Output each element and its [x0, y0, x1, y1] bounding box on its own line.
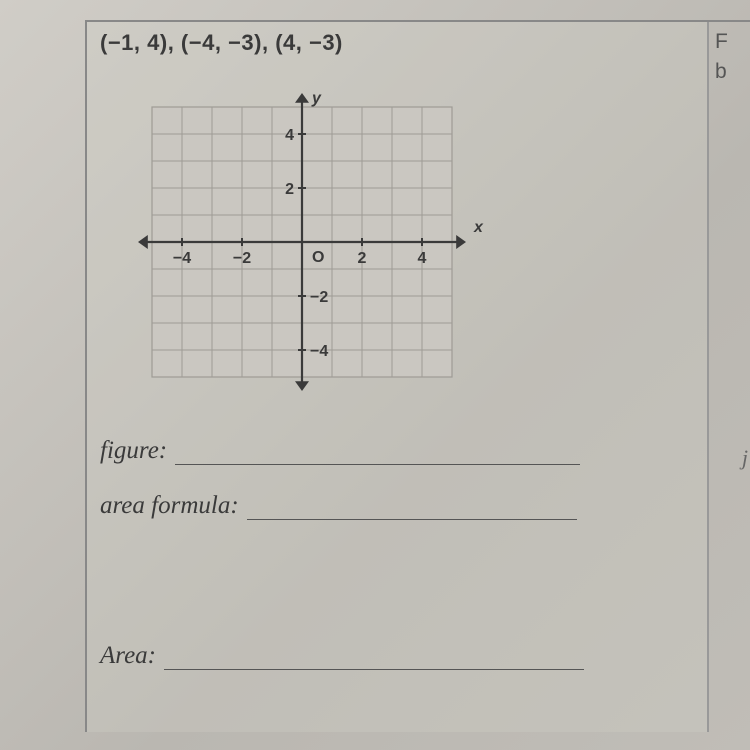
worksheet-page: (−1, 4), (−4, −3), (4, −3) x y −4 −2 2 4 −4 −2 2…: [0, 0, 750, 750]
right-column-text: F b: [715, 30, 728, 90]
side-letter: j: [742, 445, 748, 471]
area-blank[interactable]: [164, 647, 584, 670]
adjacent-cell: [707, 20, 750, 732]
right-letter-1: F: [715, 30, 728, 54]
svg-text:4: 4: [418, 250, 427, 267]
area-formula-blank[interactable]: [247, 497, 577, 520]
figure-field: figure:: [100, 437, 580, 465]
area-formula-field: area formula:: [100, 492, 577, 520]
svg-text:O: O: [312, 249, 324, 266]
coordinates-list: (−1, 4), (−4, −3), (4, −3): [100, 30, 343, 56]
area-field: Area:: [100, 642, 584, 670]
svg-text:2: 2: [285, 181, 294, 198]
svg-text:2: 2: [358, 250, 367, 267]
figure-blank[interactable]: [175, 442, 580, 465]
right-letter-2: b: [715, 60, 728, 84]
area-formula-label: area formula:: [100, 492, 239, 519]
coordinate-grid: x y −4 −2 2 4 −4 −2 2 4 O: [117, 87, 487, 402]
area-label: Area:: [100, 642, 156, 669]
problem-cell: (−1, 4), (−4, −3), (4, −3) x y −4 −2 2 4 −4 −2 2…: [85, 20, 709, 732]
grid-svg: x y −4 −2 2 4 −4 −2 2 4 O: [117, 87, 487, 402]
svg-text:−2: −2: [310, 289, 328, 306]
figure-label: figure:: [100, 437, 167, 464]
svg-text:4: 4: [285, 127, 294, 144]
svg-text:−2: −2: [233, 250, 251, 267]
svg-text:y: y: [311, 90, 322, 107]
svg-text:−4: −4: [310, 343, 328, 360]
svg-text:−4: −4: [173, 250, 191, 267]
svg-text:x: x: [473, 219, 484, 236]
